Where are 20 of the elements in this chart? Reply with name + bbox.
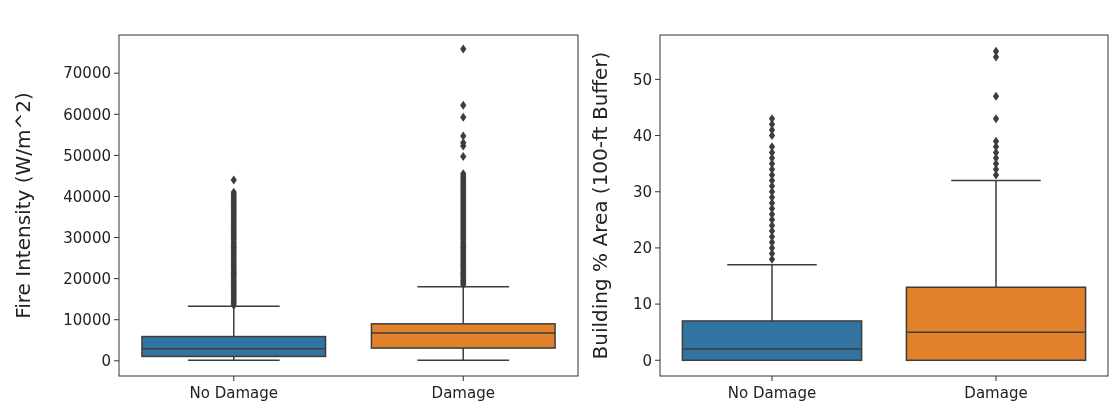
- y-tick-label: 20: [632, 239, 652, 258]
- y-axis-title: Fire Intensity (W/m^2): [11, 92, 35, 319]
- y-tick-label: 50: [632, 70, 652, 89]
- y-tick-label: 0: [642, 351, 652, 370]
- y-tick-label: 60000: [63, 105, 111, 124]
- y-tick-label: 30: [632, 182, 652, 201]
- y-tick-label: 0: [101, 352, 111, 371]
- x-tick-label: Damage: [431, 384, 495, 402]
- y-tick-label: 10000: [63, 310, 111, 329]
- y-tick-label: 40: [632, 126, 652, 145]
- x-tick-label: Damage: [964, 384, 1028, 402]
- y-tick-label: 30000: [63, 228, 111, 247]
- y-tick-label: 40000: [63, 187, 111, 206]
- y-tick-label: 50000: [63, 146, 111, 165]
- x-tick-label: No Damage: [727, 384, 817, 402]
- y-tick-label: 70000: [63, 64, 111, 83]
- y-axis-title: Building % Area (100-ft Buffer): [588, 51, 612, 360]
- y-tick-label: 10: [632, 295, 652, 314]
- y-tick-label: 20000: [63, 269, 111, 288]
- x-tick-label: No Damage: [189, 384, 278, 402]
